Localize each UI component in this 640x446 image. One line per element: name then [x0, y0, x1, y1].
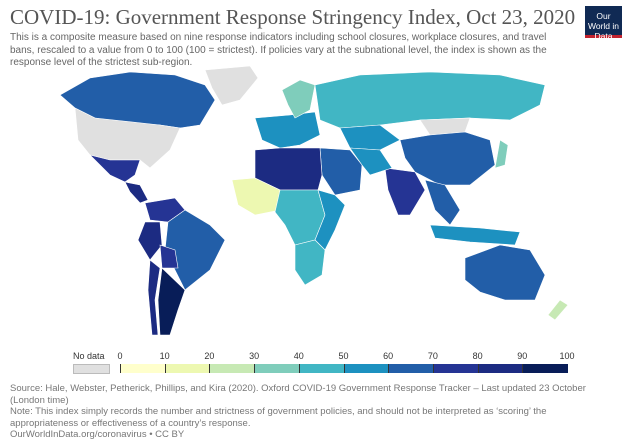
footer-note: Note: This index simply records the numb…: [10, 406, 547, 417]
country-southeast-asia[interactable]: [424, 179, 461, 226]
legend-no-data-swatch[interactable]: [73, 364, 110, 374]
legend-tick-label: 60: [383, 351, 394, 361]
legend-bin[interactable]: [388, 364, 434, 373]
legend-bin[interactable]: [432, 364, 479, 373]
legend-tick-label: 10: [159, 351, 170, 361]
country-australia[interactable]: [464, 244, 546, 301]
legend-bin[interactable]: [209, 364, 256, 373]
legend-bin[interactable]: [343, 364, 390, 373]
owid-logo[interactable]: Our World in Data: [585, 6, 622, 41]
legend-bin[interactable]: [477, 364, 524, 373]
footer-source: Source: Hale, Webster, Petherick, Philli…: [10, 383, 586, 394]
legend-bin[interactable]: [522, 364, 568, 373]
legend-tick-label: 20: [204, 351, 215, 361]
country-new-zealand[interactable]: [547, 299, 569, 321]
country-iran[interactable]: [349, 147, 393, 176]
country-bolivia[interactable]: [159, 244, 179, 269]
country-southern-africa[interactable]: [294, 239, 326, 286]
country-east-africa[interactable]: [314, 189, 346, 251]
footer: Source: Hale, Webster, Petherick, Philli…: [10, 383, 586, 441]
country-mexico[interactable]: [89, 154, 141, 183]
country-peru[interactable]: [137, 221, 163, 261]
country-usa[interactable]: [74, 107, 181, 169]
country-argentina[interactable]: [157, 267, 186, 336]
chart-subtitle: This is a composite measure based on nin…: [10, 32, 547, 68]
country-kazakhstan[interactable]: [339, 124, 401, 151]
legend-bin[interactable]: [298, 364, 345, 373]
legend-tick-label: 0: [117, 351, 123, 361]
legend-tick-label: 90: [517, 351, 528, 361]
country-japan[interactable]: [494, 139, 509, 169]
country-india[interactable]: [384, 167, 426, 216]
footer-note-cont: appropriateness or effectiveness of a co…: [10, 417, 251, 429]
country-indonesia[interactable]: [429, 224, 521, 246]
footer-url[interactable]: OurWorldInData.org/coronavirus • CC BY: [10, 429, 185, 440]
country-scandinavia[interactable]: [281, 79, 316, 119]
chart-title: COVID-19: Government Response Stringency…: [10, 5, 576, 29]
country-greenland[interactable]: [204, 65, 259, 106]
country-western-europe[interactable]: [254, 111, 321, 149]
legend-no-data-label: No data: [73, 351, 105, 361]
legend-tick-label: 50: [338, 351, 349, 361]
footer-source-cont: (London time): [10, 394, 69, 406]
legend-tick-label: 40: [293, 351, 304, 361]
legend-tick-label: 100: [559, 351, 575, 361]
legend-tick-label: 30: [249, 351, 260, 361]
legend-tick-label: 80: [472, 351, 483, 361]
legend-bin[interactable]: [254, 364, 300, 373]
legend-tick-label: 70: [427, 351, 438, 361]
country-central-america[interactable]: [124, 181, 149, 204]
legend-bin[interactable]: [120, 364, 166, 373]
country-chile[interactable]: [147, 259, 161, 336]
country-china[interactable]: [399, 131, 496, 186]
legend-bin[interactable]: [164, 364, 211, 373]
